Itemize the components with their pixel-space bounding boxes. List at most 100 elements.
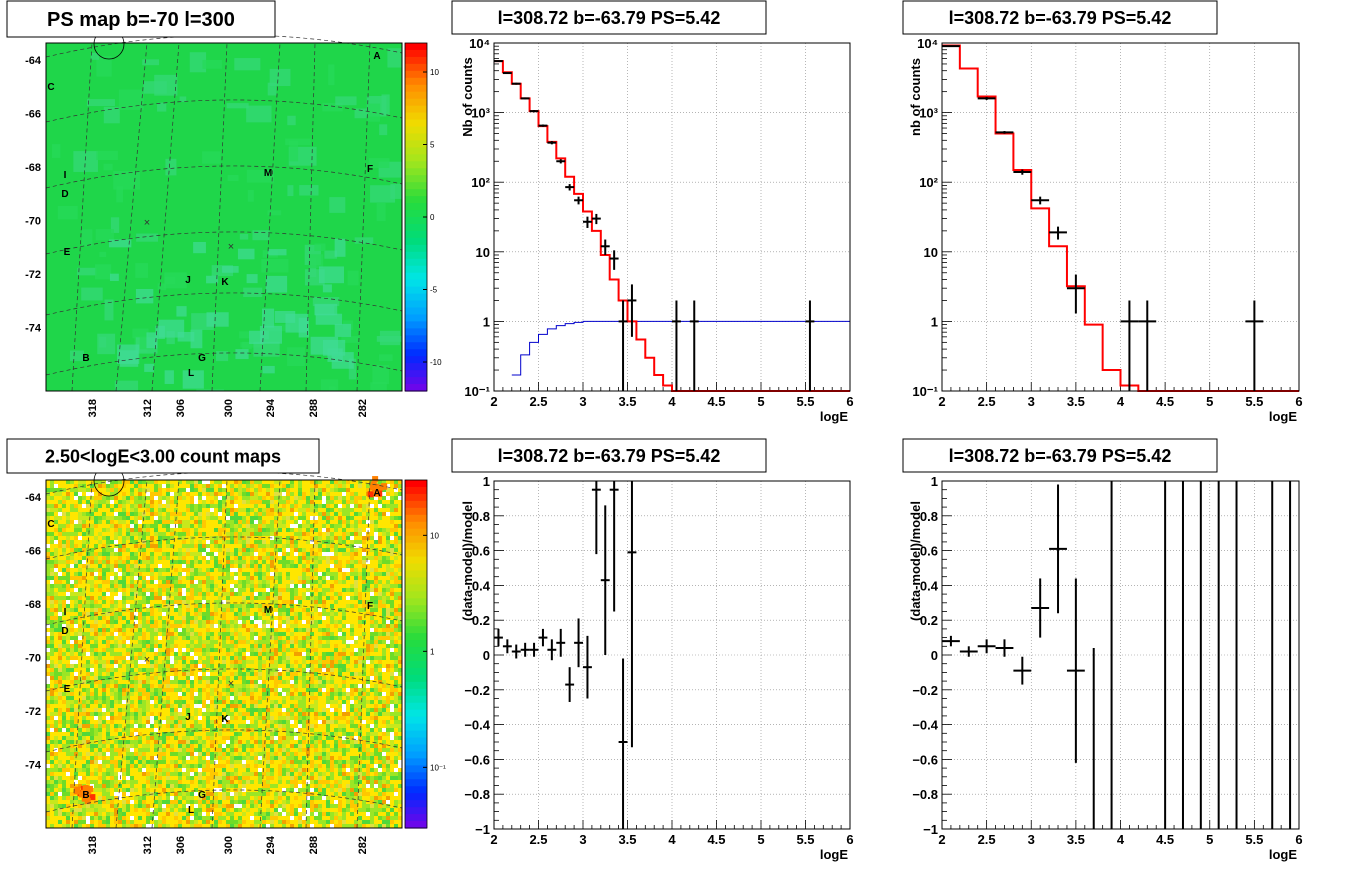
- map-cell: [158, 544, 162, 548]
- map-cell: [130, 532, 134, 536]
- map-cell: [302, 552, 306, 556]
- map-cell: [326, 512, 330, 516]
- map-cell: [122, 580, 126, 584]
- map-cell: [398, 608, 402, 612]
- map-cell: [398, 500, 402, 504]
- map-cell: [162, 580, 166, 584]
- map-cell: [318, 504, 322, 508]
- map-cell: [262, 564, 266, 568]
- map-cell: [358, 528, 362, 532]
- map-cell: [274, 608, 278, 612]
- map-cell: [366, 640, 370, 644]
- map-cell: [346, 536, 350, 540]
- map-cell: [258, 504, 262, 508]
- map-cell: [66, 660, 70, 664]
- map-cell: [142, 572, 146, 576]
- map-cell: [190, 552, 194, 556]
- map-cell: [338, 628, 342, 632]
- map-cell: [218, 600, 222, 604]
- map-cell: [302, 636, 306, 640]
- map-cell: [230, 608, 234, 612]
- map-cell: [350, 524, 354, 528]
- map-cell: [158, 628, 162, 632]
- map-cell: [290, 488, 294, 492]
- map-cell: [347, 270, 359, 286]
- map-cell: [198, 624, 202, 628]
- map-cell: [154, 680, 158, 684]
- map-cell: [362, 624, 366, 628]
- map-cell: [270, 624, 274, 628]
- map-cell: [254, 584, 258, 588]
- map-cell: [154, 480, 158, 484]
- map-cell: [102, 660, 106, 664]
- map-cell: [338, 640, 342, 644]
- map-cell: [362, 608, 366, 612]
- map-cell: [122, 672, 126, 676]
- map-cell: [262, 644, 266, 648]
- map-cell: [286, 512, 290, 516]
- map-cell: [226, 632, 230, 636]
- map-cell: [386, 588, 390, 592]
- colorbar-tick-label: 10: [430, 68, 439, 77]
- map-cell: [58, 648, 62, 652]
- map-cell: [134, 604, 138, 608]
- map-cell: [342, 536, 346, 540]
- map-cell: [62, 660, 66, 664]
- map-cell: [298, 568, 302, 572]
- map-cell: [234, 492, 238, 496]
- map-cell: [98, 628, 102, 632]
- map-cell: [206, 636, 210, 640]
- map-cell: [334, 548, 338, 552]
- map-cell: [122, 548, 126, 552]
- map-cell: [230, 668, 234, 672]
- map-cell: [374, 660, 378, 664]
- map-cell: [106, 692, 110, 696]
- map-cell: [70, 628, 74, 632]
- map-cell: [90, 692, 94, 696]
- map-cell: [154, 532, 158, 536]
- map-cell: [134, 544, 138, 548]
- map-cell: [86, 580, 90, 584]
- map-cell: [70, 552, 74, 556]
- map-cell: [326, 500, 330, 504]
- map-cell: [58, 564, 62, 568]
- map-cell: [278, 588, 282, 592]
- map-cell: [370, 544, 374, 548]
- map-cell: [254, 528, 258, 532]
- map-cell: [142, 504, 146, 508]
- map-cell: [138, 624, 142, 628]
- map-cell: [278, 508, 282, 512]
- map-cell: [258, 532, 262, 536]
- map-cell: [66, 576, 70, 580]
- map-cell: [386, 528, 390, 532]
- map-cell: [334, 496, 338, 500]
- map-cell: [98, 572, 102, 576]
- map-cell: [214, 512, 218, 516]
- map-cell: [226, 680, 230, 684]
- map-cell: [94, 672, 98, 676]
- map-cell: [62, 512, 66, 516]
- map-cell: [350, 484, 354, 488]
- map-cell: [66, 620, 70, 624]
- map-cell: [290, 620, 294, 624]
- map-cell: [198, 576, 202, 580]
- map-cell: [138, 504, 142, 508]
- map-cell: [266, 620, 270, 624]
- map-cell: [350, 488, 354, 492]
- map-cell: [342, 500, 346, 504]
- map-cell: [106, 688, 110, 692]
- map-cell: [234, 652, 238, 656]
- map-cell: [142, 684, 146, 688]
- map-cell: [102, 496, 106, 500]
- map-cell: [158, 572, 162, 576]
- map-cell: [366, 656, 370, 660]
- map-cell: [182, 492, 186, 496]
- map-cell: [334, 572, 338, 576]
- map-cell: [298, 588, 302, 592]
- map-cell: [210, 640, 214, 644]
- map-cell: [258, 488, 262, 492]
- map-cell: [250, 660, 254, 664]
- map-cell: [154, 524, 158, 528]
- map-cell: [338, 572, 342, 576]
- map-cell: [186, 480, 190, 484]
